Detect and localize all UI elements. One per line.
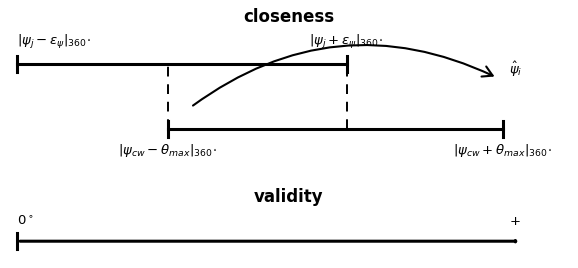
Text: $0^\circ$: $0^\circ$	[17, 215, 34, 228]
Text: $|\psi_{cw} - \theta_{max}|_{360^\circ}$: $|\psi_{cw} - \theta_{max}|_{360^\circ}$	[118, 142, 217, 159]
Text: $+$: $+$	[509, 215, 520, 228]
Text: validity: validity	[254, 188, 324, 206]
Text: $|\psi_j + \epsilon_\psi|_{360^\circ}$: $|\psi_j + \epsilon_\psi|_{360^\circ}$	[309, 33, 384, 51]
Text: $|\psi_j - \epsilon_\psi|_{360^\circ}$: $|\psi_j - \epsilon_\psi|_{360^\circ}$	[17, 33, 92, 51]
Text: $\hat{\psi}_i$: $\hat{\psi}_i$	[509, 60, 522, 79]
Text: $|\psi_{cw} + \theta_{max}|_{360^\circ}$: $|\psi_{cw} + \theta_{max}|_{360^\circ}$	[453, 142, 553, 159]
FancyArrowPatch shape	[193, 45, 492, 106]
Text: closeness: closeness	[243, 8, 335, 26]
